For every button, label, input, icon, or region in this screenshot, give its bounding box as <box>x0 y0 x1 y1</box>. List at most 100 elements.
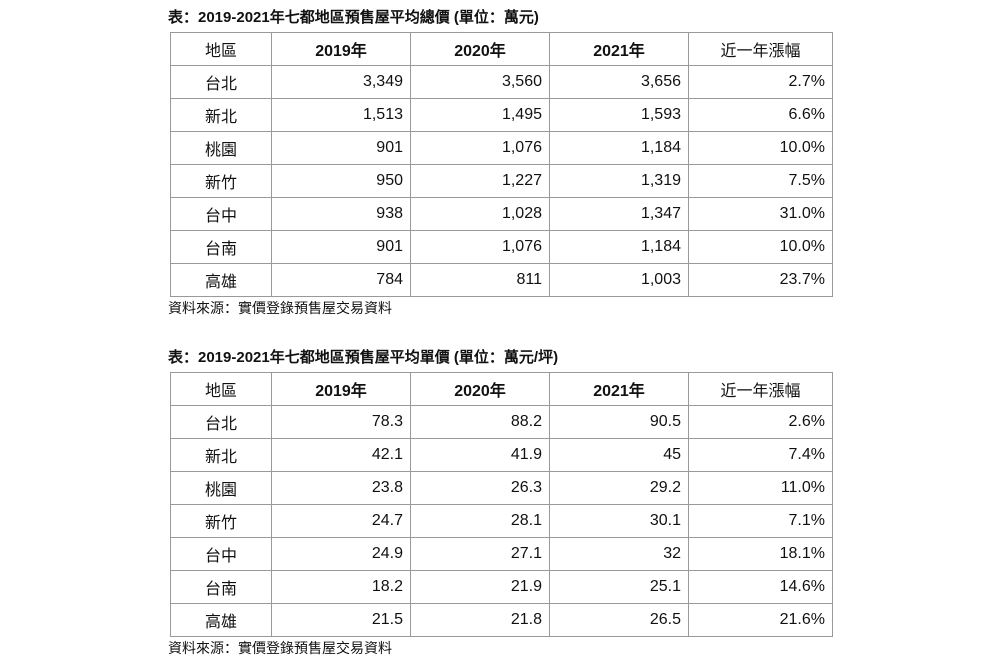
table-cell: 1,495 <box>410 98 550 132</box>
table-cell: 7.1% <box>688 504 833 538</box>
data-table: 地區 2019年 2020年 2021年 近一年漲幅 台北 3,349 3,560 3,656 2… <box>170 32 833 297</box>
table-cell: 1,076 <box>410 131 550 165</box>
table-cell: 7.5% <box>688 164 833 198</box>
table-cell: 18.1% <box>688 537 833 571</box>
table-cell: 3,656 <box>549 65 689 99</box>
table-cell: 45 <box>549 438 689 472</box>
table-cell: 26.5 <box>549 603 689 637</box>
table-title: 表：2019-2021年七都地區預售屋平均單價 (單位：萬元/坪) <box>168 349 559 366</box>
header-cell: 地區 <box>170 32 272 66</box>
table-cell: 1,003 <box>549 263 689 297</box>
table-cell: 11.0% <box>688 471 833 505</box>
table-cell: 41.9 <box>410 438 550 472</box>
table-row: 台中 24.9 27.1 32 18.1% <box>170 537 833 571</box>
table-cell: 10.0% <box>688 131 833 165</box>
table-row: 高雄 21.5 21.8 26.5 21.6% <box>170 603 833 637</box>
table-cell: 台南 <box>170 570 272 604</box>
table-cell: 2.7% <box>688 65 833 99</box>
table-block: 表：2019-2021年七都地區預售屋平均單價 (單位：萬元/坪) 地區 2019年… <box>168 347 833 659</box>
header-cell: 2020年 <box>410 372 550 406</box>
header-cell: 近一年漲幅 <box>688 32 833 66</box>
table-cell: 950 <box>271 164 411 198</box>
table-cell: 78.3 <box>271 405 411 439</box>
header-cell: 近一年漲幅 <box>688 372 833 406</box>
table-cell: 42.1 <box>271 438 411 472</box>
table-cell: 21.5 <box>271 603 411 637</box>
table-cell: 21.9 <box>410 570 550 604</box>
table-cell: 桃園 <box>170 471 272 505</box>
table-row: 新北 42.1 41.9 45 7.4% <box>170 438 833 472</box>
table-cell: 14.6% <box>688 570 833 604</box>
table-cell: 21.8 <box>410 603 550 637</box>
table-row: 台南 18.2 21.9 25.1 14.6% <box>170 570 833 604</box>
table-cell: 1,319 <box>549 164 689 198</box>
header-cell: 2021年 <box>549 372 689 406</box>
table-cell: 1,184 <box>549 230 689 264</box>
table-cell: 6.6% <box>688 98 833 132</box>
header-cell: 2020年 <box>410 32 550 66</box>
table-cell: 高雄 <box>170 263 272 297</box>
table-row: 高雄 784 811 1,003 23.7% <box>170 263 833 297</box>
table-cell: 台南 <box>170 230 272 264</box>
table-cell: 1,347 <box>549 197 689 231</box>
table-cell: 10.0% <box>688 230 833 264</box>
table-title: 表：2019-2021年七都地區預售屋平均總價 (單位：萬元) <box>168 9 539 26</box>
table-row: 台北 3,349 3,560 3,656 2.7% <box>170 65 833 99</box>
table-cell: 1,227 <box>410 164 550 198</box>
table-cell: 901 <box>271 131 411 165</box>
table-cell: 31.0% <box>688 197 833 231</box>
table-row: 新竹 950 1,227 1,319 7.5% <box>170 164 833 198</box>
table-cell: 24.7 <box>271 504 411 538</box>
source-note: 資料來源：實價登錄預售屋交易資料 <box>168 300 392 316</box>
header-row: 地區 2019年 2020年 2021年 近一年漲幅 <box>170 32 833 66</box>
data-table: 地區 2019年 2020年 2021年 近一年漲幅 台北 78.3 88.2 90.5 2.6%… <box>170 372 833 637</box>
table-cell: 台中 <box>170 537 272 571</box>
table-cell: 901 <box>271 230 411 264</box>
table-cell: 2.6% <box>688 405 833 439</box>
table-cell: 1,076 <box>410 230 550 264</box>
table-row: 桃園 23.8 26.3 29.2 11.0% <box>170 471 833 505</box>
table-cell: 30.1 <box>549 504 689 538</box>
table-cell: 811 <box>410 263 550 297</box>
table-cell: 23.8 <box>271 471 411 505</box>
table-cell: 18.2 <box>271 570 411 604</box>
table-cell: 新北 <box>170 438 272 472</box>
table-cell: 27.1 <box>410 537 550 571</box>
table-row: 台北 78.3 88.2 90.5 2.6% <box>170 405 833 439</box>
table-row: 新竹 24.7 28.1 30.1 7.1% <box>170 504 833 538</box>
table-cell: 桃園 <box>170 131 272 165</box>
table-cell: 新北 <box>170 98 272 132</box>
table-cell: 1,513 <box>271 98 411 132</box>
table-cell: 高雄 <box>170 603 272 637</box>
header-row: 地區 2019年 2020年 2021年 近一年漲幅 <box>170 372 833 406</box>
table-cell: 7.4% <box>688 438 833 472</box>
table-cell: 88.2 <box>410 405 550 439</box>
table-row: 台南 901 1,076 1,184 10.0% <box>170 230 833 264</box>
table-cell: 26.3 <box>410 471 550 505</box>
header-cell: 2021年 <box>549 32 689 66</box>
table-cell: 21.6% <box>688 603 833 637</box>
header-cell: 2019年 <box>271 32 411 66</box>
table-cell: 23.7% <box>688 263 833 297</box>
header-cell: 2019年 <box>271 372 411 406</box>
table-cell: 3,560 <box>410 65 550 99</box>
table-cell: 28.1 <box>410 504 550 538</box>
table-cell: 784 <box>271 263 411 297</box>
table-cell: 新竹 <box>170 164 272 198</box>
source-note: 資料來源：實價登錄預售屋交易資料 <box>168 640 392 656</box>
table-block: 表：2019-2021年七都地區預售屋平均總價 (單位：萬元) 地區 2019年 20… <box>168 7 833 319</box>
table-cell: 1,184 <box>549 131 689 165</box>
table-cell: 25.1 <box>549 570 689 604</box>
table-cell: 90.5 <box>549 405 689 439</box>
table-row: 桃園 901 1,076 1,184 10.0% <box>170 131 833 165</box>
table-cell: 台北 <box>170 65 272 99</box>
header-cell: 地區 <box>170 372 272 406</box>
table-cell: 938 <box>271 197 411 231</box>
table-cell: 台中 <box>170 197 272 231</box>
table-cell: 24.9 <box>271 537 411 571</box>
table-cell: 新竹 <box>170 504 272 538</box>
table-cell: 3,349 <box>271 65 411 99</box>
table-cell: 32 <box>549 537 689 571</box>
table-cell: 1,028 <box>410 197 550 231</box>
